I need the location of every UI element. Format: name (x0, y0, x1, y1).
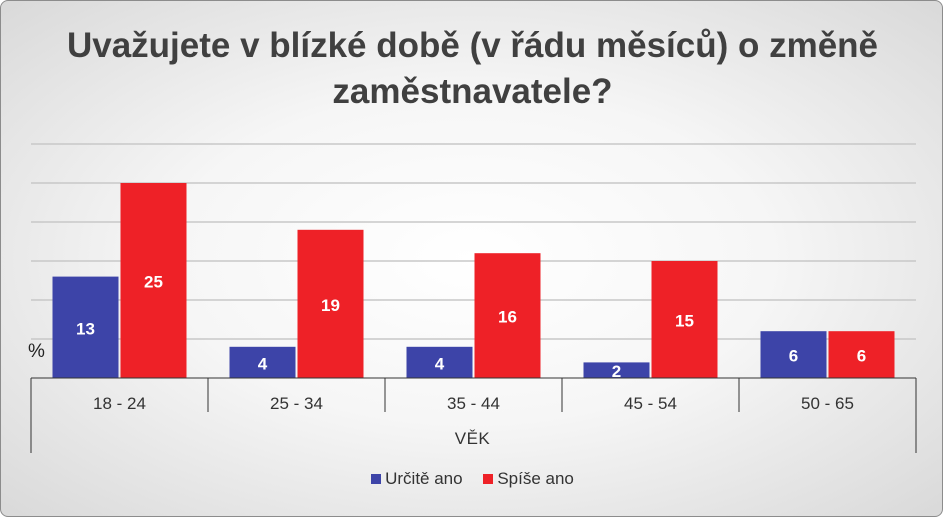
bar (297, 229, 364, 378)
legend-item-determined: Určitě ano (371, 469, 463, 489)
data-label: 6 (789, 347, 798, 366)
data-label: 19 (321, 296, 340, 315)
bar (120, 183, 187, 378)
y-axis-label: % (28, 341, 45, 362)
legend-item-probably: Spíše ano (483, 469, 574, 489)
data-label: 6 (857, 347, 866, 366)
legend-label-determined: Určitě ano (385, 469, 463, 488)
legend-swatch-determined (371, 474, 382, 484)
legend-label-probably: Spíše ano (497, 469, 574, 488)
legend-swatch-probably (483, 474, 494, 484)
bar (583, 362, 650, 378)
category-label: 50 - 65 (801, 394, 854, 413)
data-label: 15 (675, 312, 694, 331)
data-label: 4 (258, 354, 268, 373)
chart-title: Uvažujete v blízké době (v řádu měsíců) … (66, 26, 879, 111)
data-label: 16 (498, 308, 517, 327)
legend: Určitě ano Spíše ano (1, 469, 942, 489)
category-label: 35 - 44 (447, 394, 500, 413)
x-axis-title: VĚK (454, 429, 491, 448)
bar (229, 346, 296, 378)
data-label: 25 (144, 273, 163, 292)
category-label: 45 - 54 (624, 394, 677, 413)
bar (52, 276, 119, 378)
bar (474, 253, 541, 378)
data-label: 4 (435, 354, 445, 373)
bar (828, 331, 895, 378)
bar (760, 331, 827, 378)
data-label: 13 (76, 319, 95, 338)
bar (406, 346, 473, 378)
category-label: 25 - 34 (270, 394, 323, 413)
bar (651, 261, 718, 378)
data-label: 2 (612, 362, 621, 381)
category-label: 18 - 24 (93, 394, 146, 413)
